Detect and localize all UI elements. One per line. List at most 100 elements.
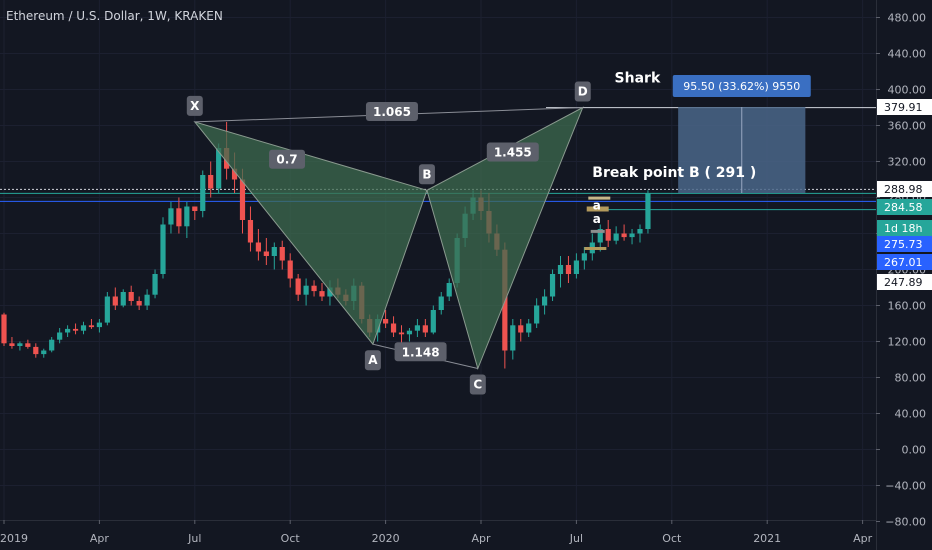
candle[interactable]: [510, 319, 516, 360]
candle[interactable]: [25, 339, 31, 349]
candle[interactable]: [65, 325, 71, 337]
candle[interactable]: [152, 269, 158, 299]
x-axis-tick-label: Apr: [471, 532, 491, 545]
candle[interactable]: [573, 253, 579, 279]
candle[interactable]: [549, 269, 556, 302]
price-badge[interactable]: 267.01: [877, 254, 932, 270]
candle[interactable]: [390, 316, 397, 337]
candle[interactable]: [160, 217, 166, 279]
price-badge-bg: [877, 220, 932, 236]
candle[interactable]: [263, 238, 269, 265]
candle-body: [208, 175, 214, 189]
pattern-point-a[interactable]: A: [364, 350, 381, 371]
candle[interactable]: [112, 287, 118, 311]
candle[interactable]: [319, 283, 325, 301]
candle-body: [327, 287, 333, 297]
candle[interactable]: [613, 226, 619, 245]
candle[interactable]: [33, 343, 39, 358]
candle[interactable]: [621, 224, 627, 241]
candle-body: [247, 220, 254, 243]
candle[interactable]: [9, 337, 15, 349]
candle[interactable]: [287, 253, 293, 288]
candle[interactable]: [446, 278, 452, 302]
candle[interactable]: [542, 289, 548, 315]
candle[interactable]: [605, 220, 611, 247]
y-axis[interactable]: −80.00−40.000.0040.0080.00120.00160.0020…: [876, 0, 932, 550]
candle-body: [271, 247, 277, 256]
candle[interactable]: [57, 328, 63, 344]
candle[interactable]: [406, 328, 413, 342]
price-badge[interactable]: 284.58: [877, 199, 932, 215]
candle[interactable]: [565, 256, 572, 283]
ratio-label[interactable]: 0.7: [269, 149, 306, 169]
candle[interactable]: [104, 292, 110, 326]
candle[interactable]: [168, 202, 174, 234]
price-badge[interactable]: 275.73: [877, 236, 932, 252]
candle[interactable]: [176, 197, 182, 234]
pattern-point-label: C: [473, 378, 482, 392]
candle[interactable]: [17, 341, 23, 351]
candle[interactable]: [383, 310, 389, 328]
candle[interactable]: [136, 296, 142, 311]
price-badge[interactable]: 1d 18h: [877, 220, 932, 236]
price-badge[interactable]: 379.91: [877, 99, 932, 115]
harmonic-pattern[interactable]: X A B C D 0.7 1.065 1.148 1.455: [186, 81, 591, 395]
candle[interactable]: [438, 292, 444, 315]
candle[interactable]: [200, 170, 206, 218]
candle[interactable]: [279, 240, 285, 270]
price-badge-bg: [877, 181, 932, 197]
candle[interactable]: [430, 305, 436, 335]
ratio-label[interactable]: 1.148: [394, 342, 447, 362]
candle[interactable]: [247, 206, 254, 252]
candle[interactable]: [303, 278, 309, 306]
y-axis-tick-label: 80.00: [895, 372, 927, 385]
candle-body: [9, 343, 15, 346]
candle[interactable]: [72, 323, 79, 335]
candle[interactable]: [526, 319, 532, 337]
pattern-triangle-xab[interactable]: [193, 120, 428, 346]
candle[interactable]: [422, 319, 428, 337]
candle[interactable]: [398, 325, 405, 344]
pattern-point-c[interactable]: C: [469, 374, 486, 395]
candle[interactable]: [144, 289, 150, 310]
candle[interactable]: [557, 256, 564, 288]
price-badge[interactable]: 288.98: [877, 181, 932, 197]
candle-body: [112, 296, 118, 306]
candle[interactable]: [518, 319, 524, 342]
candle[interactable]: [645, 190, 651, 234]
candle-body: [605, 229, 611, 241]
candle[interactable]: [414, 319, 420, 337]
candle[interactable]: [271, 242, 277, 270]
y-axis-tick-label: 480.00: [888, 12, 927, 25]
candle-body: [518, 325, 524, 333]
pattern-point-b[interactable]: B: [418, 164, 435, 185]
y-axis-tick-label: −80.00: [885, 516, 926, 529]
candle[interactable]: [1, 312, 7, 346]
y-axis-tick-label: 120.00: [888, 336, 927, 349]
price-badge[interactable]: 247.89: [877, 274, 932, 290]
candle[interactable]: [128, 285, 134, 306]
x-axis-tick-label: Oct: [281, 532, 301, 545]
pattern-point-d[interactable]: D: [574, 81, 591, 102]
candle[interactable]: [184, 202, 190, 238]
candle[interactable]: [120, 289, 126, 308]
candle[interactable]: [311, 280, 317, 297]
candle[interactable]: [295, 274, 301, 301]
ratio-label[interactable]: 1.065: [365, 102, 418, 121]
candle[interactable]: [629, 229, 635, 245]
ratio-label[interactable]: 1.455: [486, 142, 539, 162]
candle[interactable]: [637, 224, 643, 243]
candle[interactable]: [534, 298, 540, 328]
candle[interactable]: [49, 337, 55, 353]
candle[interactable]: [88, 319, 95, 329]
candle[interactable]: [96, 319, 102, 333]
candle[interactable]: [192, 206, 198, 221]
candle[interactable]: [208, 161, 214, 198]
x-axis[interactable]: 2019 Apr Jul Oct 2020 Apr Jul Oct 2021 Apr: [0, 520, 876, 550]
pattern-point-x[interactable]: X: [186, 95, 203, 116]
candle[interactable]: [80, 321, 87, 335]
candle[interactable]: [581, 247, 587, 270]
candle[interactable]: [255, 229, 261, 261]
candle[interactable]: [41, 348, 47, 358]
